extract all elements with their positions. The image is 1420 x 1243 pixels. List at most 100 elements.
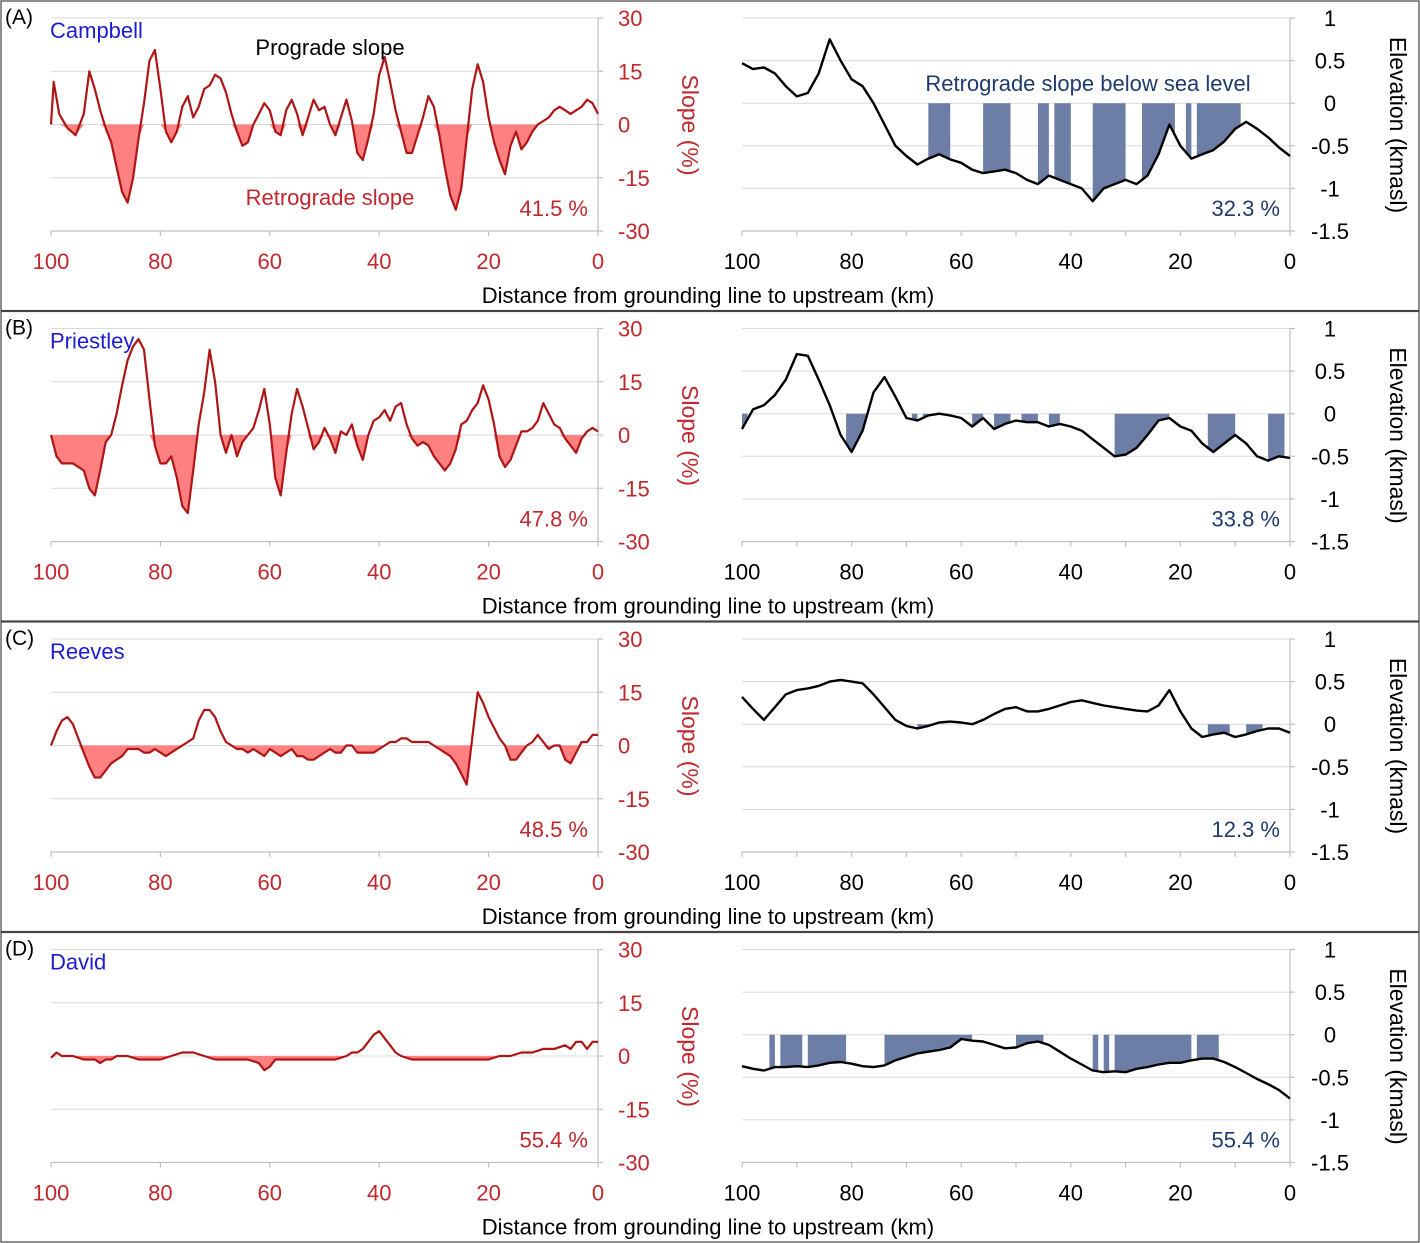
elevation-x-tick-label: 80	[839, 560, 863, 585]
elevation-x-tick-label: 100	[724, 249, 761, 274]
elevation-tick-label: -0.5	[1311, 444, 1349, 469]
elevation-tick-label: -1	[1320, 1108, 1340, 1133]
slope-percent-label: 41.5 %	[520, 196, 589, 221]
retrograde-below-sea-bar	[1268, 413, 1285, 461]
elevation-tick-label: 0	[1324, 1023, 1336, 1048]
elevation-tick-label: 0	[1324, 91, 1336, 116]
elevation-tick-label: 0.5	[1315, 359, 1346, 384]
slope-tick-label: 15	[618, 991, 642, 1016]
slope-x-tick-label: 100	[33, 870, 70, 895]
slope-x-tick-label: 100	[33, 1181, 70, 1206]
elevation-x-tick-label: 60	[949, 249, 973, 274]
elevation-x-tick-label: 40	[1059, 1181, 1083, 1206]
x-axis-label: Distance from grounding line to upstream…	[482, 594, 934, 619]
slope-tick-label: 0	[618, 734, 630, 759]
slope-x-tick-label: 80	[148, 870, 172, 895]
retrograde-below-sea-bar	[1185, 103, 1192, 159]
slope-axis-title: Slope (%)	[677, 385, 703, 486]
retrograde-below-sea-bar	[1103, 1034, 1110, 1073]
retrograde-below-sea-bar	[1196, 103, 1241, 157]
elevation-chart: 1 0.5 0 -0.5 -1 -1.5 Elevation (kmasl) 100 80 60 4…	[724, 317, 1411, 585]
slope-x-tick-label: 20	[476, 249, 500, 274]
slope-x-tick-label: 40	[367, 870, 391, 895]
panel-label: (B)	[5, 317, 33, 340]
panel-border	[0, 0, 1420, 312]
panel-label: (D)	[5, 938, 34, 961]
slope-tick-label: 30	[618, 317, 642, 342]
elevation-x-tick-label: 0	[1284, 249, 1296, 274]
slope-tick-label: -30	[618, 1151, 650, 1176]
elevation-tick-label: 1	[1324, 627, 1336, 652]
elevation-x-tick-label: 20	[1168, 1181, 1192, 1206]
retrograde-below-sea-bar	[780, 1034, 803, 1068]
retrograde-below-sea-bar	[1037, 103, 1049, 185]
retrograde-below-sea-bar	[1092, 1034, 1099, 1072]
elevation-x-tick-label: 100	[724, 1181, 761, 1206]
elevation-x-tick-label: 40	[1059, 870, 1083, 895]
retrograde-below-sea-bar	[1142, 103, 1175, 180]
glacier-name: Reeves	[50, 639, 125, 664]
elevation-tick-label: 0.5	[1315, 670, 1346, 695]
elevation-tick-label: 0.5	[1315, 49, 1346, 74]
panel-label: (A)	[5, 6, 33, 29]
panel-label: (C)	[5, 627, 34, 650]
elevation-chart: 1 0.5 0 -0.5 -1 -1.5 Elevation (kmasl) 100 80 60 4…	[724, 627, 1411, 895]
retrograde-below-sea-bar	[884, 1034, 973, 1066]
elevation-axis-title: Elevation (kmasl)	[1385, 968, 1411, 1144]
slope-tick-label: -15	[618, 1097, 650, 1122]
slope-chart: 30 15 0 -15 -30 Slope (%) 100 80 60 40 20 0 55.4 %	[33, 938, 703, 1206]
elevation-tick-label: -1.5	[1311, 840, 1349, 865]
slope-x-tick-label: 80	[148, 249, 172, 274]
slope-tick-label: -15	[618, 166, 650, 191]
retrograde-below-sea-bar	[994, 413, 1011, 429]
elevation-chart: 1 0.5 0 -0.5 -1 -1.5 Elevation (kmasl) 100 80 60 4…	[724, 6, 1411, 274]
slope-x-tick-label: 40	[367, 249, 391, 274]
slope-tick-label: 15	[618, 59, 642, 84]
retrograde-below-sea-bar	[1048, 413, 1060, 427]
slope-tick-label: -15	[618, 476, 650, 501]
elevation-tick-label: -1	[1320, 797, 1340, 822]
elevation-tick-label: 0	[1324, 402, 1336, 427]
slope-series-line	[49, 48, 599, 211]
slope-x-tick-label: 60	[258, 1181, 282, 1206]
elevation-x-tick-label: 20	[1168, 249, 1192, 274]
glacier-name: Campbell	[50, 18, 143, 43]
elevation-tick-label: -0.5	[1311, 755, 1349, 780]
slope-x-tick-label: 80	[148, 1181, 172, 1206]
slope-x-tick-label: 60	[258, 249, 282, 274]
slope-percent-label: 55.4 %	[520, 1128, 589, 1153]
x-axis-label: Distance from grounding line to upstream…	[482, 283, 934, 308]
slope-tick-label: 15	[618, 680, 642, 705]
panel-border	[0, 931, 1420, 1243]
slope-x-tick-label: 0	[592, 870, 604, 895]
elevation-x-tick-label: 60	[949, 560, 973, 585]
slope-x-tick-label: 80	[148, 560, 172, 585]
slope-tick-label: 30	[618, 938, 642, 963]
slope-tick-label: 30	[618, 6, 642, 31]
glacier-name: David	[50, 950, 106, 975]
elevation-tick-label: -0.5	[1311, 1065, 1349, 1090]
elevation-series-line	[741, 1037, 1291, 1100]
elevation-x-tick-label: 40	[1059, 560, 1083, 585]
elevation-series-line	[741, 38, 1291, 203]
elevation-x-tick-label: 20	[1168, 870, 1192, 895]
slope-chart: 30 15 0 -15 -30 Slope (%) 100 80 60 40 20 0 48.5 %	[33, 627, 703, 895]
elevation-x-tick-label: 80	[839, 249, 863, 274]
slope-tick-label: -30	[618, 840, 650, 865]
slope-x-tick-label: 20	[476, 560, 500, 585]
slope-x-tick-label: 40	[367, 560, 391, 585]
retrograde-below-sea-bar	[983, 103, 1011, 174]
slope-chart: 30 15 0 -15 -30 Slope (%) 100 80 60 40 20 0 41.5 %	[33, 6, 703, 274]
elevation-tick-label: -1.5	[1311, 219, 1349, 244]
elevation-tick-label: 0	[1324, 712, 1336, 737]
slope-axis-title: Slope (%)	[677, 1006, 703, 1107]
elevation-x-tick-label: 0	[1284, 560, 1296, 585]
retrograde-below-sea-bar	[1054, 103, 1071, 185]
elevation-x-tick-label: 100	[724, 560, 761, 585]
slope-x-tick-label: 100	[33, 249, 70, 274]
